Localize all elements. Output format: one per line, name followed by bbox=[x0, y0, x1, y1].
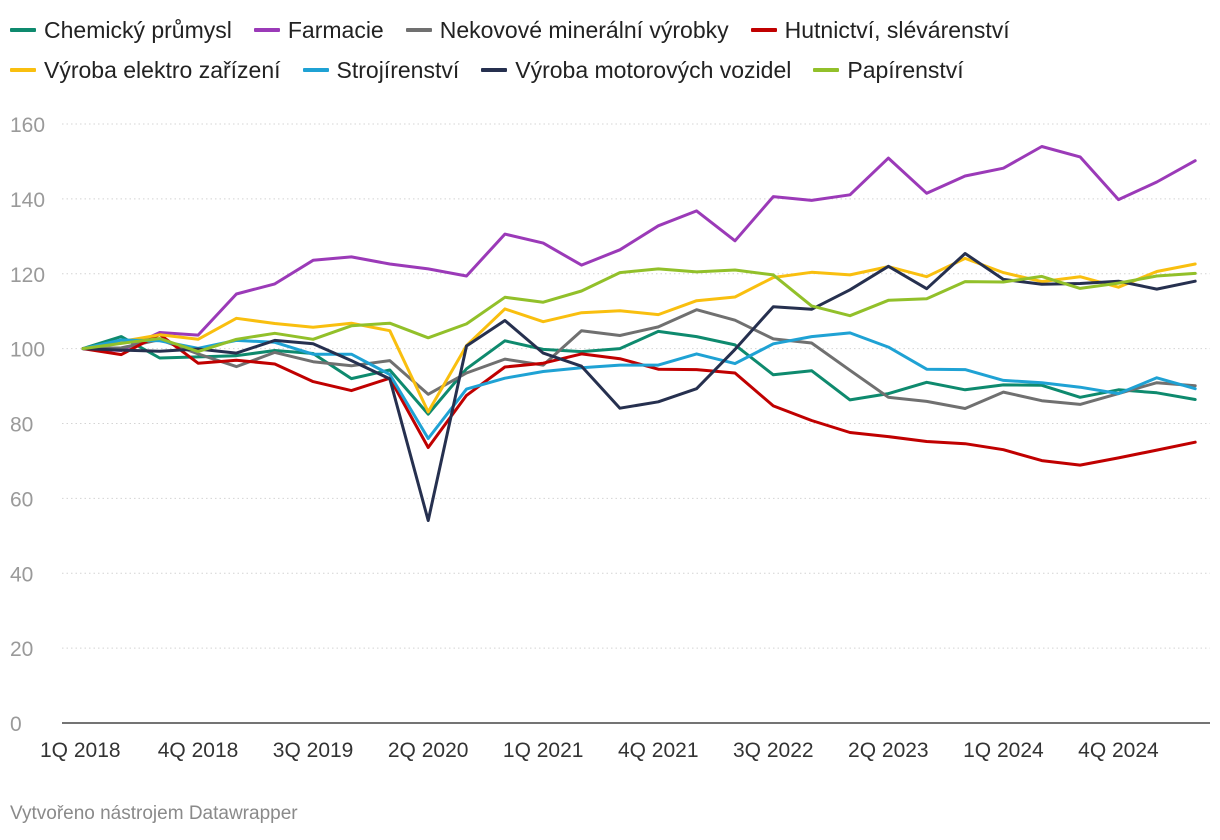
legend-label: Výroba elektro zařízení bbox=[44, 57, 281, 83]
legend-swatch-icon bbox=[10, 67, 36, 72]
x-axis-tick-labels: 1Q 2018 4Q 2018 3Q 2019 2Q 2020 1Q 2021 4Q 20… bbox=[40, 739, 1159, 762]
x-tick-label-4q-2018: 4Q 2018 bbox=[158, 739, 239, 762]
legend-item-4: Hutnictví, slévárenství bbox=[750, 10, 1010, 50]
x-tick-label-2q-2023: 2Q 2023 bbox=[848, 739, 929, 762]
legend-swatch-icon bbox=[253, 27, 280, 32]
x-tick-label-1q-2018: 1Q 2018 bbox=[40, 739, 121, 762]
y-tick-label-60: 60 bbox=[10, 488, 33, 511]
legend-item-5: Výroba elektro zařízení bbox=[10, 50, 281, 90]
series-lines bbox=[81, 145, 1197, 522]
legend-item-6: Strojírenství bbox=[302, 50, 460, 90]
y-tick-label-120: 120 bbox=[10, 264, 45, 287]
series-line-2 bbox=[81, 145, 1197, 352]
x-tick-label-1q-2021: 1Q 2021 bbox=[503, 739, 584, 762]
y-tick-label-140: 140 bbox=[10, 189, 45, 212]
y-tick-label-20: 20 bbox=[10, 638, 33, 661]
legend-swatch-icon bbox=[481, 67, 508, 72]
y-tick-label-80: 80 bbox=[10, 414, 33, 437]
legend-swatch-icon bbox=[10, 27, 36, 32]
legend-swatch-icon bbox=[405, 27, 432, 32]
legend-label: Výroba motorových vozidel bbox=[515, 57, 792, 83]
y-axis-tick-labels: 0 20 40 60 80 100 120 140 160 bbox=[10, 114, 45, 736]
y-tick-label-40: 40 bbox=[10, 563, 33, 586]
series-line-5 bbox=[81, 256, 1197, 414]
legend-label: Chemický průmysl bbox=[44, 17, 232, 43]
legend-swatch-icon bbox=[813, 67, 840, 72]
y-tick-label-0: 0 bbox=[10, 713, 22, 736]
x-tick-label-3q-2019: 3Q 2019 bbox=[273, 739, 354, 762]
legend-item-7: Výroba motorových vozidel bbox=[481, 50, 791, 90]
legend-swatch-icon bbox=[302, 67, 329, 72]
legend-label: Farmacie bbox=[287, 17, 384, 43]
legend-label: Nekovové minerální výrobky bbox=[439, 17, 729, 43]
y-tick-label-100: 100 bbox=[10, 339, 45, 362]
x-tick-label-2q-2020: 2Q 2020 bbox=[388, 739, 469, 762]
legend-label: Papírenství bbox=[847, 57, 964, 83]
legend-item-3: Nekovové minerální výrobky bbox=[405, 10, 729, 50]
series-line-1 bbox=[81, 329, 1197, 416]
legend-item-1: Chemický průmysl bbox=[10, 10, 232, 50]
legend-swatch-icon bbox=[750, 27, 777, 32]
x-tick-label-4q-2024: 4Q 2024 bbox=[1078, 739, 1159, 762]
legend-item-8: Papírenství bbox=[813, 50, 964, 90]
legend-label: Strojírenství bbox=[336, 57, 460, 83]
legend-item-2: Farmacie bbox=[253, 10, 384, 50]
x-tick-label-3q-2022: 3Q 2022 bbox=[733, 739, 814, 762]
y-tick-label-160: 160 bbox=[10, 114, 45, 137]
series-line-8 bbox=[81, 267, 1197, 354]
legend: Chemický průmysl Farmacie Nekovové minerál… bbox=[10, 10, 1210, 90]
legend-label: Hutnictví, slévárenství bbox=[784, 17, 1010, 43]
x-tick-label-1q-2024: 1Q 2024 bbox=[963, 739, 1044, 762]
footer-credit: Vytvořeno nástrojem Datawrapper bbox=[10, 803, 298, 824]
series-line-3 bbox=[81, 308, 1197, 410]
series-line-7 bbox=[81, 252, 1197, 522]
x-tick-label-4q-2021: 4Q 2021 bbox=[618, 739, 699, 762]
